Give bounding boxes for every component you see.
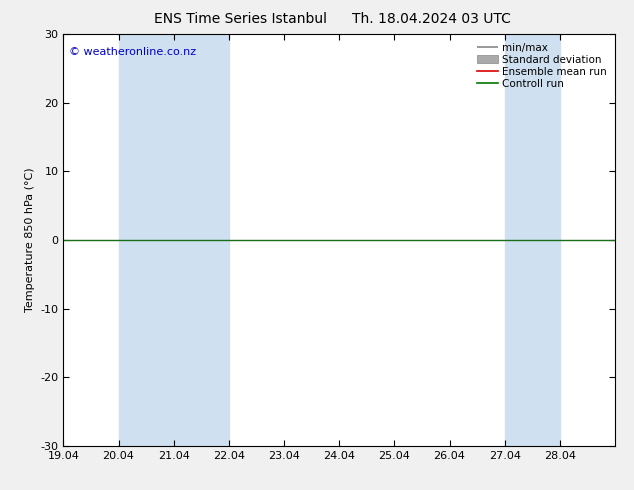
Bar (505, 34, 560, 446)
Y-axis label: Temperature 850 hPa (°C): Temperature 850 hPa (°C) (25, 168, 35, 313)
Legend: min/max, Standard deviation, Ensemble mean run, Controll run: min/max, Standard deviation, Ensemble me… (474, 40, 610, 92)
Text: Th. 18.04.2024 03 UTC: Th. 18.04.2024 03 UTC (352, 12, 510, 26)
Bar (119, 34, 229, 446)
Text: ENS Time Series Istanbul: ENS Time Series Istanbul (155, 12, 327, 26)
Text: © weatheronline.co.nz: © weatheronline.co.nz (69, 47, 196, 57)
